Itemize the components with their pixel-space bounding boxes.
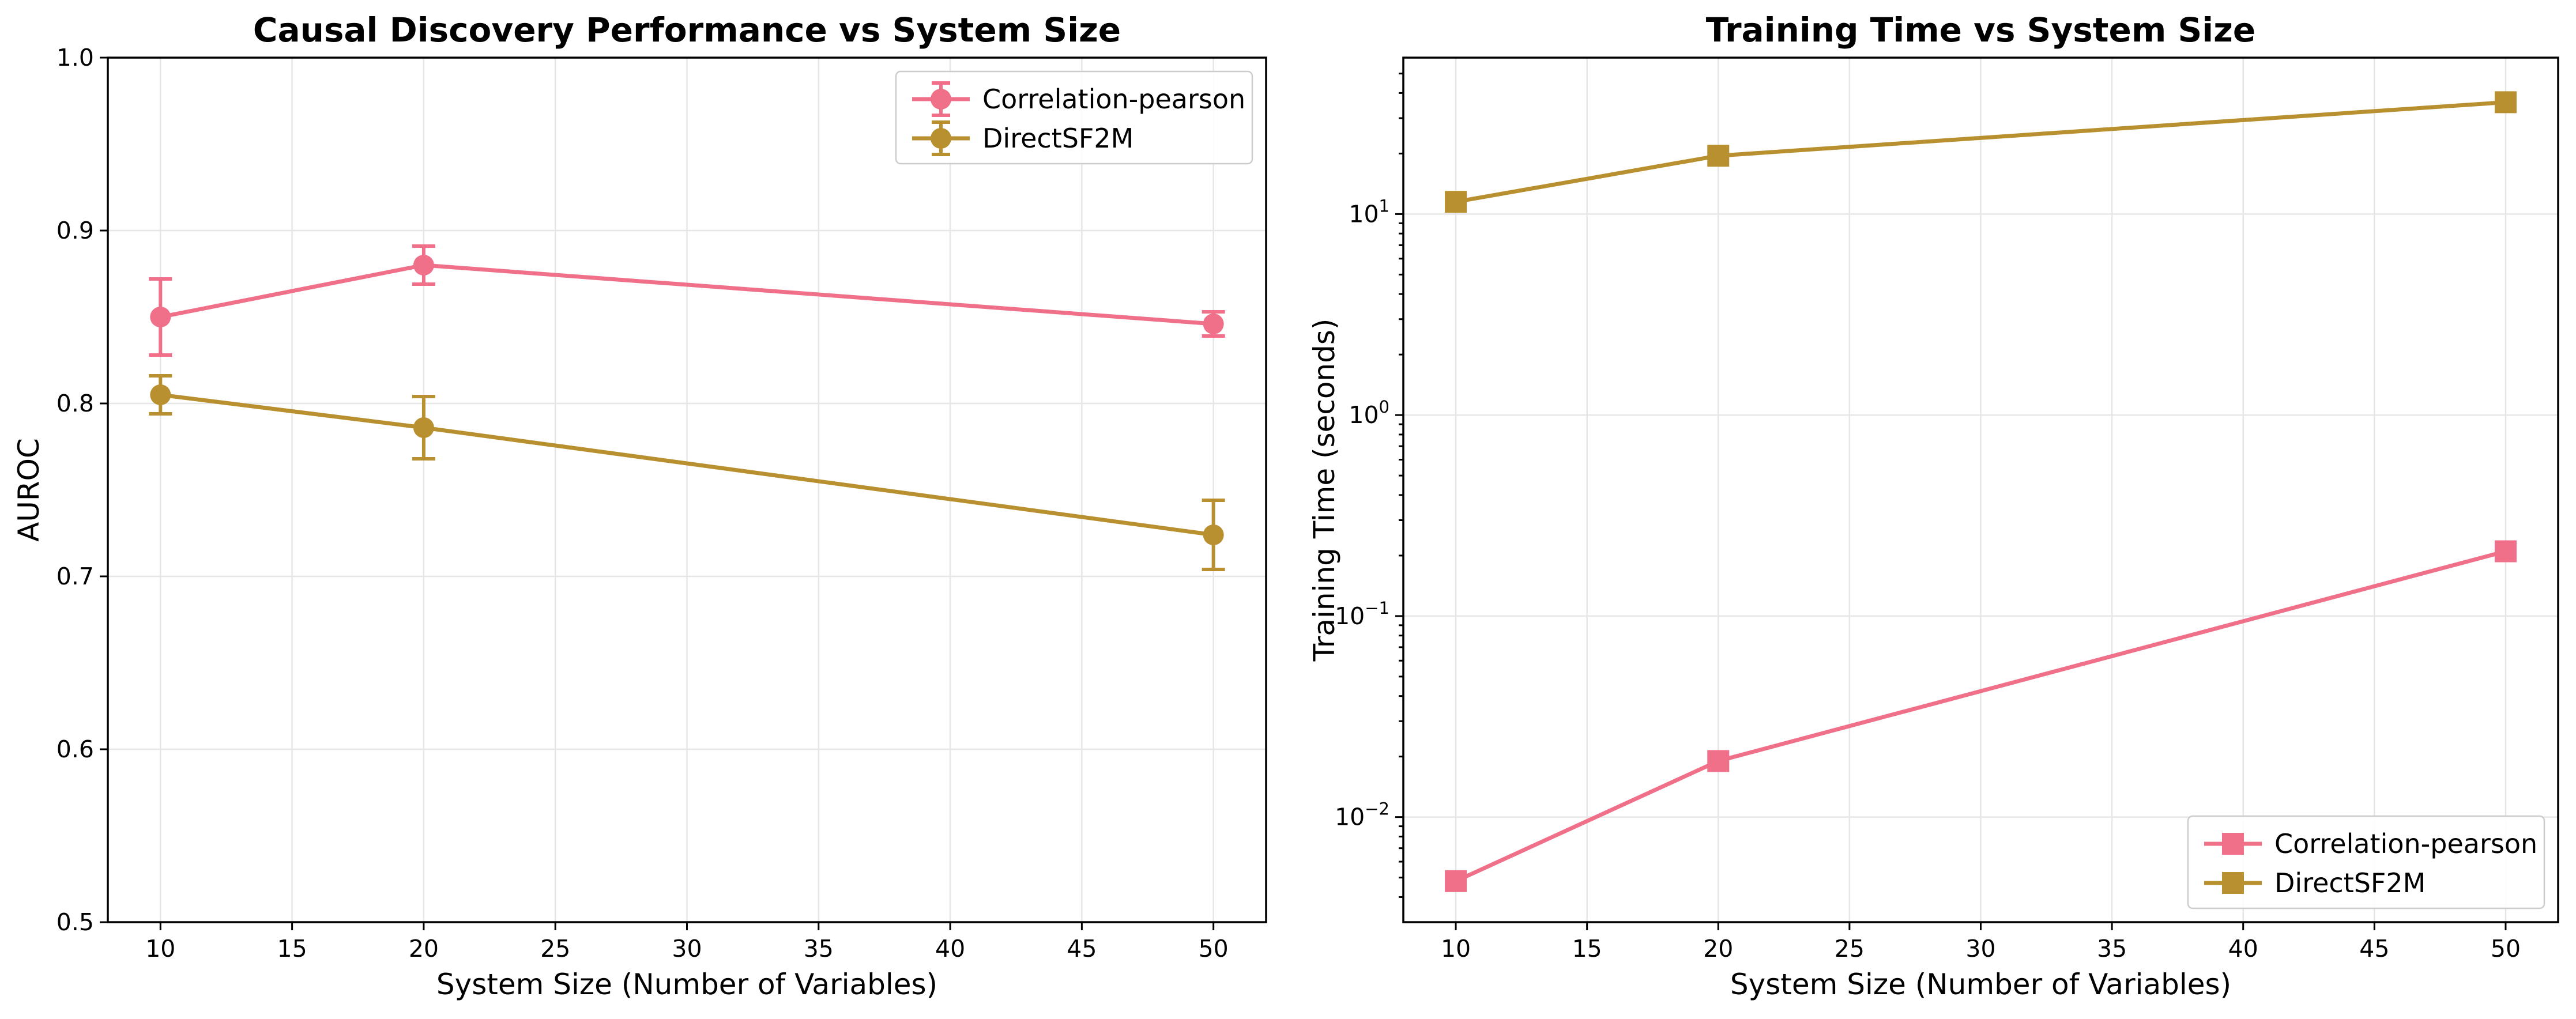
- chart-title: Training Time vs System Size: [1706, 10, 2255, 50]
- x-tick-label: 45: [2359, 935, 2389, 963]
- y-tick-label: 0.8: [57, 390, 94, 417]
- y-tick-label: 100: [1349, 397, 1389, 429]
- data-point: [1203, 524, 1224, 545]
- x-tick-label: 50: [1199, 935, 1229, 963]
- data-point: [413, 255, 434, 275]
- legend-box: [2187, 815, 2545, 909]
- legend-label: DirectSF2M: [982, 123, 1133, 154]
- y-axis-label: AUROC: [12, 438, 46, 542]
- data-point: [1707, 145, 1730, 167]
- data-point: [1203, 314, 1224, 334]
- auroc-panel: 10 15 20 25 30 35 40 45 50 0.5 0.6 0.7 0.8 0.9 1.0 Caus…: [12, 10, 1267, 1001]
- x-tick-label: 40: [2228, 935, 2258, 963]
- x-tick-label: 50: [2491, 935, 2521, 963]
- y-tick-label: 0.5: [57, 908, 94, 936]
- data-point: [413, 417, 434, 438]
- training-time-panel: 10 15 20 25 30 35 40 45 50 10−2 10−1 100 101 Training…: [1308, 10, 2559, 1001]
- x-tick-label: 10: [1441, 935, 1471, 963]
- legend-label: Correlation-pearson: [982, 84, 1245, 115]
- legend-marker: [2222, 872, 2244, 894]
- plot-frame: [1402, 56, 2559, 923]
- x-tick-label: 30: [1965, 935, 1995, 963]
- x-tick-label: 40: [935, 935, 965, 963]
- legend-entry: Correlation-pearson: [912, 81, 1245, 117]
- x-tick-label: 30: [672, 935, 702, 963]
- y-tick-label: 101: [1349, 196, 1389, 228]
- legend-entry: Correlation-pearson: [2204, 828, 2537, 859]
- data-point: [1445, 870, 1467, 892]
- data-point: [2494, 91, 2517, 114]
- data-point: [1445, 191, 1467, 213]
- legend: Correlation-pearson DirectSF2M: [2187, 815, 2545, 909]
- x-tick-label: 20: [1703, 935, 1733, 963]
- legend-label: DirectSF2M: [2274, 867, 2426, 899]
- data-point: [2494, 540, 2517, 563]
- data-point: [150, 384, 171, 405]
- x-axis-label: System Size (Number of Variables): [1730, 968, 2231, 1001]
- legend-marker: [931, 128, 951, 149]
- y-tick-label: 0.6: [57, 735, 94, 763]
- y-tick-label: 0.7: [57, 563, 94, 590]
- y-tick-label: 10−2: [1335, 799, 1389, 831]
- x-tick-label: 25: [540, 935, 570, 963]
- x-tick-label: 15: [277, 935, 307, 963]
- x-tick-label: 20: [409, 935, 439, 963]
- legend-entry: DirectSF2M: [912, 120, 1133, 156]
- legend-label: Correlation-pearson: [2274, 828, 2537, 859]
- chart-title: Causal Discovery Performance vs System S…: [253, 10, 1121, 50]
- x-tick-label: 15: [1572, 935, 1602, 963]
- legend-box: [895, 70, 1253, 165]
- y-tick-label: 10−1: [1335, 598, 1389, 630]
- data-point: [1707, 750, 1730, 772]
- x-tick-label: 45: [1067, 935, 1097, 963]
- y-tick-label: 0.9: [57, 217, 94, 244]
- x-axis-label: System Size (Number of Variables): [436, 968, 937, 1001]
- x-tick-label: 35: [2097, 935, 2127, 963]
- x-tick-label: 10: [145, 935, 175, 963]
- legend-entry: DirectSF2M: [2204, 867, 2426, 899]
- y-tick-label: 1.0: [57, 44, 94, 71]
- plot-frame: [107, 56, 1267, 923]
- legend-marker: [931, 89, 951, 110]
- legend-marker: [2222, 833, 2244, 855]
- data-point: [150, 307, 171, 327]
- x-tick-label: 25: [1835, 935, 1865, 963]
- y-axis-label: Training Time (seconds): [1308, 319, 1341, 662]
- legend: Correlation-pearson DirectSF2M: [895, 70, 1253, 165]
- x-tick-label: 35: [804, 935, 834, 963]
